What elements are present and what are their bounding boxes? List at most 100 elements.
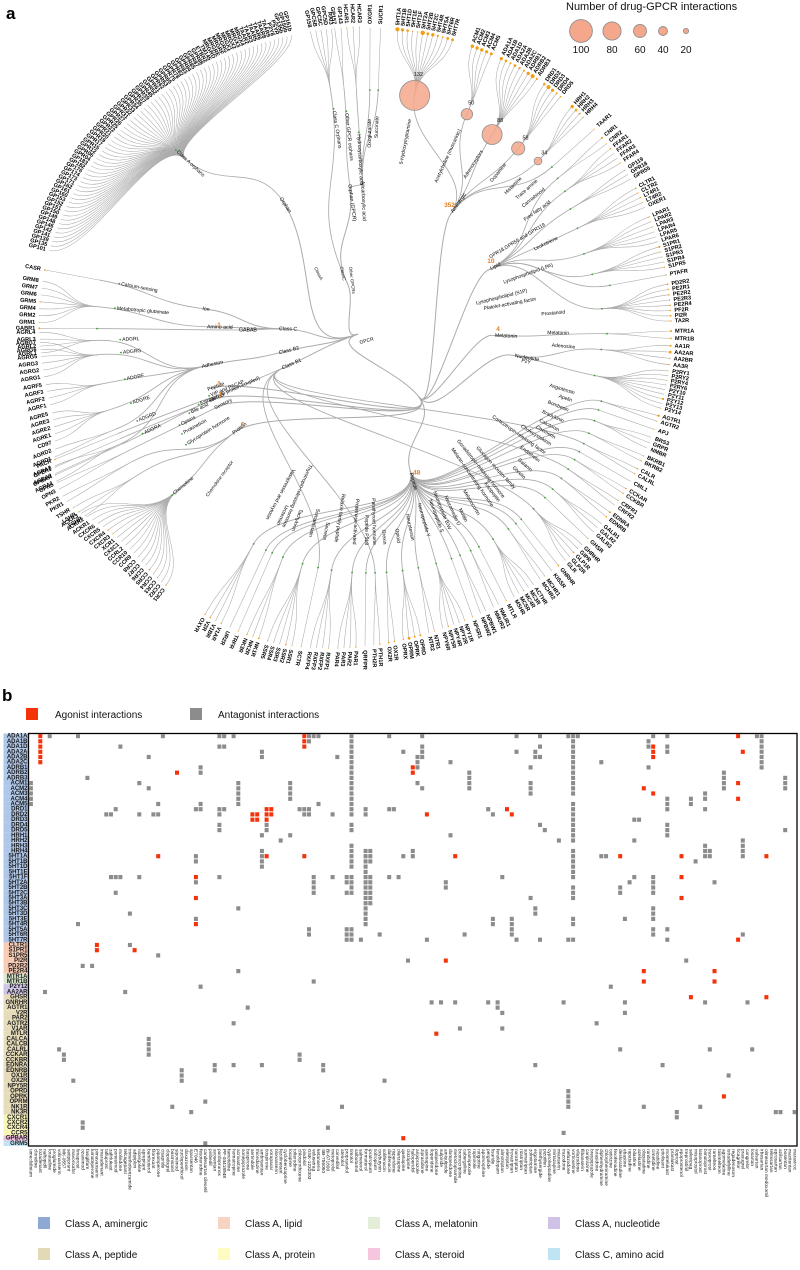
svg-text:ACM1: ACM1 — [10, 781, 28, 787]
svg-text:LPAR3: LPAR3 — [656, 217, 675, 229]
svg-text:Adenosine: Adenosine — [551, 343, 575, 351]
svg-text:80: 80 — [606, 45, 618, 56]
svg-text:5HT1B: 5HT1B — [401, 8, 409, 26]
svg-text:5HT5A: 5HT5A — [8, 927, 28, 933]
svg-text:AGRG2: AGRG2 — [19, 368, 39, 376]
svg-text:ponesimod: ponesimod — [112, 1149, 118, 1173]
svg-text:umeclidinium: umeclidinium — [28, 1149, 34, 1177]
svg-text:GPCR: GPCR — [359, 336, 375, 346]
svg-text:OPRM: OPRM — [10, 1099, 28, 1105]
svg-text:GRPR: GRPR — [652, 442, 669, 454]
svg-text:GRM6: GRM6 — [20, 290, 37, 298]
svg-text:AGRG6: AGRG6 — [16, 347, 36, 354]
svg-text:P2Y11: P2Y11 — [667, 393, 684, 402]
svg-text:flibanserin: flibanserin — [579, 1149, 585, 1171]
svg-text:lisuride: lisuride — [490, 1149, 496, 1165]
svg-text:PAR1: PAR1 — [352, 651, 359, 666]
svg-text:AGRF3: AGRF3 — [24, 390, 44, 399]
svg-text:PE2R2: PE2R2 — [673, 290, 691, 298]
svg-text:AA3R: AA3R — [673, 363, 689, 371]
svg-text:AGTR2: AGTR2 — [7, 1021, 28, 1027]
svg-text:SSR3: SSR3 — [271, 646, 281, 662]
svg-text:PAR2: PAR2 — [345, 651, 352, 666]
svg-text:GP148: GP148 — [37, 214, 55, 225]
svg-text:RAI3: RAI3 — [326, 12, 334, 25]
svg-text:S1PR4: S1PR4 — [667, 255, 686, 265]
svg-text:ADA2A: ADA2A — [7, 749, 28, 755]
svg-text:5HT6R: 5HT6R — [8, 932, 28, 938]
svg-text:CCKAR: CCKAR — [6, 1052, 28, 1058]
svg-text:GP161b: GP161b — [281, 11, 292, 33]
svg-text:GP135b: GP135b — [272, 13, 284, 35]
svg-text:ADGRE: ADGRE — [132, 395, 151, 406]
svg-text:trimethobenzamide: trimethobenzamide — [127, 1149, 133, 1190]
svg-text:pipamperone: pipamperone — [155, 1149, 161, 1177]
svg-text:PACR: PACR — [36, 459, 53, 470]
svg-text:NPSR1: NPSR1 — [471, 620, 483, 640]
svg-text:GRM7: GRM7 — [21, 283, 38, 291]
svg-text:ClassA: ClassA — [313, 266, 324, 281]
svg-text:epoprostenol: epoprostenol — [678, 1149, 684, 1177]
svg-text:E7046: E7046 — [193, 1149, 199, 1163]
svg-text:Peptide P518: Peptide P518 — [363, 515, 369, 545]
svg-text:MTR1B: MTR1B — [7, 979, 28, 985]
svg-text:AGRG5: AGRG5 — [17, 354, 37, 362]
svg-text:fasiglifam: fasiglifam — [84, 1149, 90, 1169]
svg-text:bambuterol: bambuterol — [145, 1149, 151, 1173]
svg-text:AA2AR: AA2AR — [7, 989, 28, 995]
svg-text:PAR3: PAR3 — [339, 652, 346, 667]
svg-text:GPC5B: GPC5B — [308, 7, 317, 27]
svg-text:pergolide: pergolide — [485, 1149, 491, 1169]
svg-text:NPY1R: NPY1R — [462, 623, 474, 643]
svg-text:NPY5R: NPY5R — [7, 1083, 28, 1089]
svg-text:Antagonist interactions: Antagonist interactions — [218, 710, 319, 721]
svg-text:cyproheptadine: cyproheptadine — [546, 1149, 552, 1182]
svg-text:5HT2C: 5HT2C — [431, 13, 441, 32]
svg-text:50: 50 — [468, 100, 474, 106]
svg-text:misoprostol: misoprostol — [692, 1149, 698, 1174]
svg-text:nefazodone: nefazodone — [565, 1149, 571, 1174]
svg-text:ACM3: ACM3 — [10, 791, 28, 797]
svg-text:AGRG7: AGRG7 — [16, 340, 36, 347]
svg-text:zolmitriptan: zolmitriptan — [527, 1149, 533, 1174]
svg-text:Class A, lipid: Class A, lipid — [245, 1219, 302, 1230]
svg-text:fezolinetant: fezolinetant — [277, 1149, 283, 1174]
svg-text:1: 1 — [217, 381, 221, 388]
svg-text:GPBAR: GPBAR — [6, 1136, 28, 1142]
svg-text:MTLR: MTLR — [11, 1031, 28, 1037]
svg-text:Orexin: Orexin — [380, 530, 387, 545]
svg-text:PAR2: PAR2 — [12, 1016, 28, 1022]
svg-text:5HT1D: 5HT1D — [406, 9, 414, 27]
svg-text:GPC5D: GPC5D — [319, 6, 328, 26]
svg-text:solifenacin: solifenacin — [381, 1149, 387, 1172]
svg-text:RXFP2: RXFP2 — [316, 652, 325, 671]
svg-text:MTR1A: MTR1A — [675, 329, 694, 335]
svg-text:telcagepant: telcagepant — [122, 1149, 128, 1174]
svg-text:GABR1: GABR1 — [16, 326, 36, 332]
svg-text:GP143: GP143 — [336, 6, 344, 24]
svg-text:LPAR4: LPAR4 — [657, 222, 677, 234]
svg-text:CCR5: CCR5 — [11, 1130, 28, 1136]
svg-text:MK-0557: MK-0557 — [61, 1149, 67, 1169]
svg-text:PE2R1: PE2R1 — [672, 284, 690, 292]
svg-text:NPY6R: NPY6R — [440, 632, 450, 652]
svg-text:loratadine: loratadine — [46, 1149, 52, 1170]
svg-text:5HT2B: 5HT2B — [8, 885, 28, 891]
svg-text:132: 132 — [414, 72, 423, 78]
svg-text:5HT1A: 5HT1A — [395, 8, 403, 26]
svg-text:PTH1R: PTH1R — [377, 648, 384, 667]
svg-text:ozanimod: ozanimod — [79, 1149, 85, 1170]
svg-text:Peptide: Peptide — [207, 381, 226, 393]
svg-text:treprostinil: treprostinil — [683, 1149, 689, 1171]
svg-text:GP101: GP101 — [28, 243, 46, 253]
svg-text:olmesartan medoxomil: olmesartan medoxomil — [763, 1149, 769, 1197]
svg-text:CXCR2: CXCR2 — [7, 1120, 28, 1126]
svg-text:rupatadine: rupatadine — [626, 1149, 632, 1172]
svg-text:GSK-1232303: GSK-1232303 — [306, 1149, 312, 1180]
svg-text:maraviroc: maraviroc — [791, 1149, 797, 1171]
svg-text:AGRF1: AGRF1 — [27, 403, 47, 413]
svg-text:naratriptan: naratriptan — [513, 1149, 519, 1172]
svg-text:MTR1A: MTR1A — [7, 974, 28, 980]
svg-text:doxazosin: doxazosin — [183, 1149, 189, 1171]
svg-text:macitentan: macitentan — [787, 1149, 793, 1173]
